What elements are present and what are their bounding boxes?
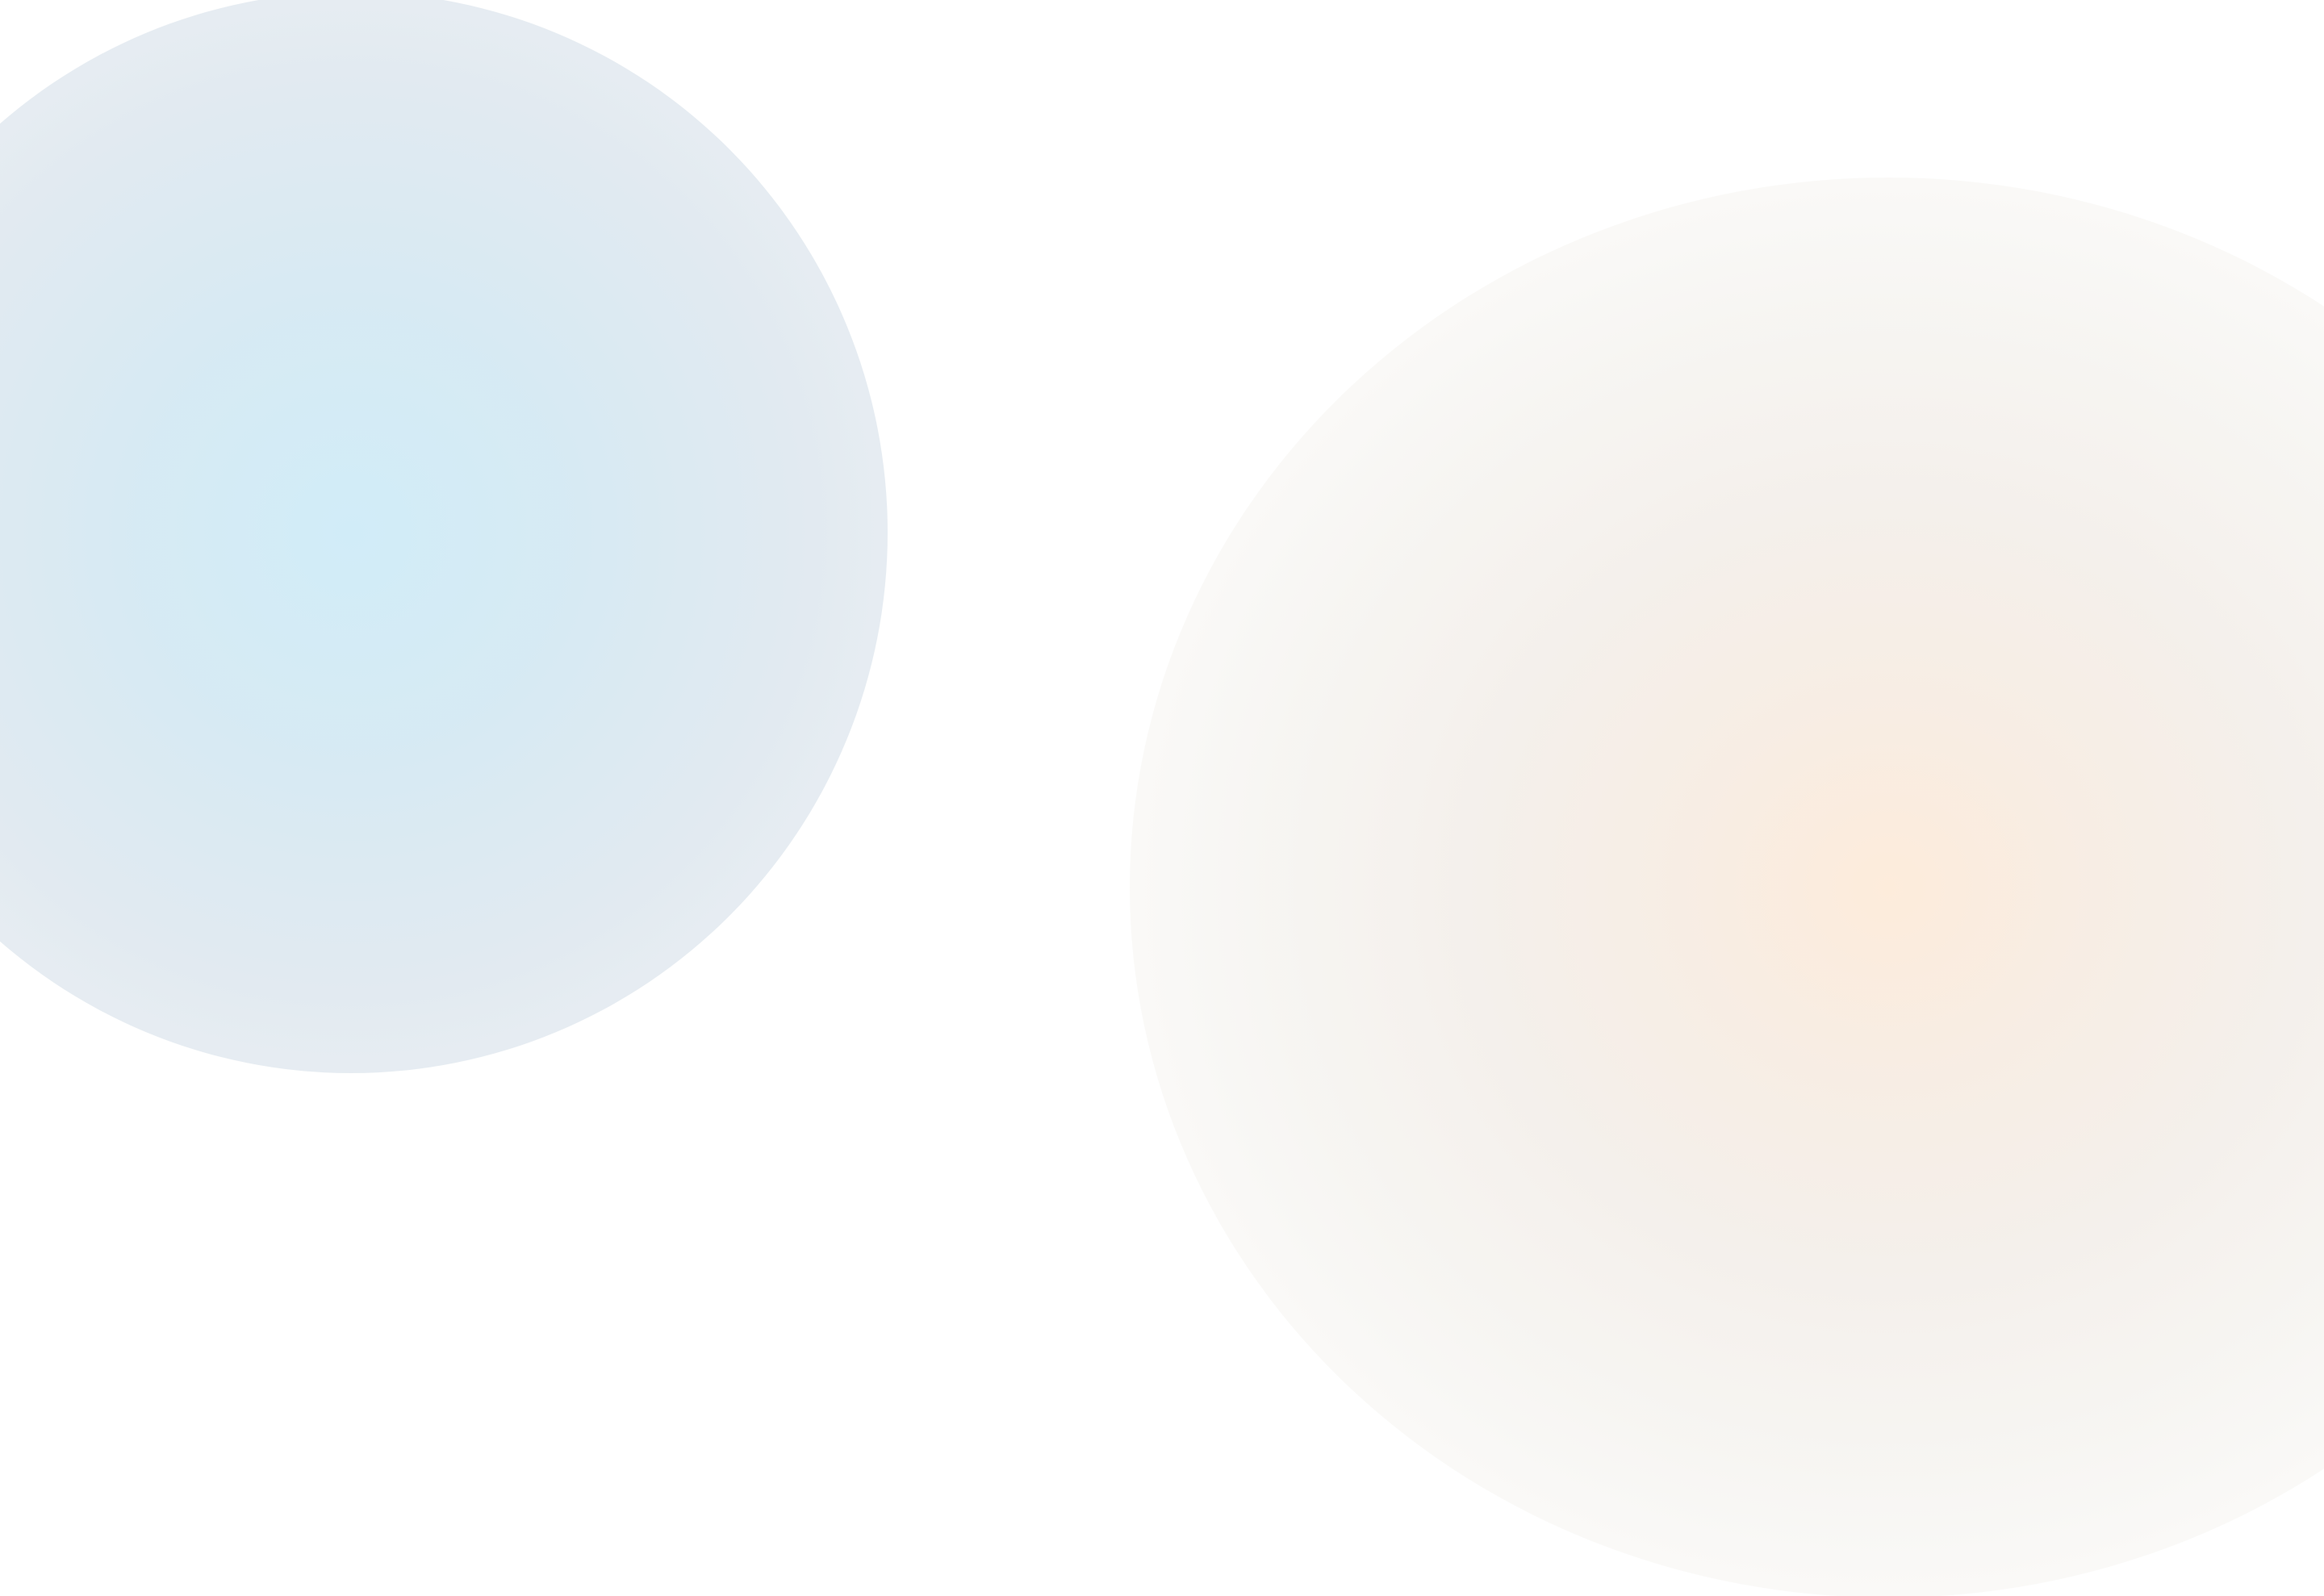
peach-gradient-blob [1130, 178, 2324, 1596]
blue-gradient-blob [0, 0, 888, 1073]
